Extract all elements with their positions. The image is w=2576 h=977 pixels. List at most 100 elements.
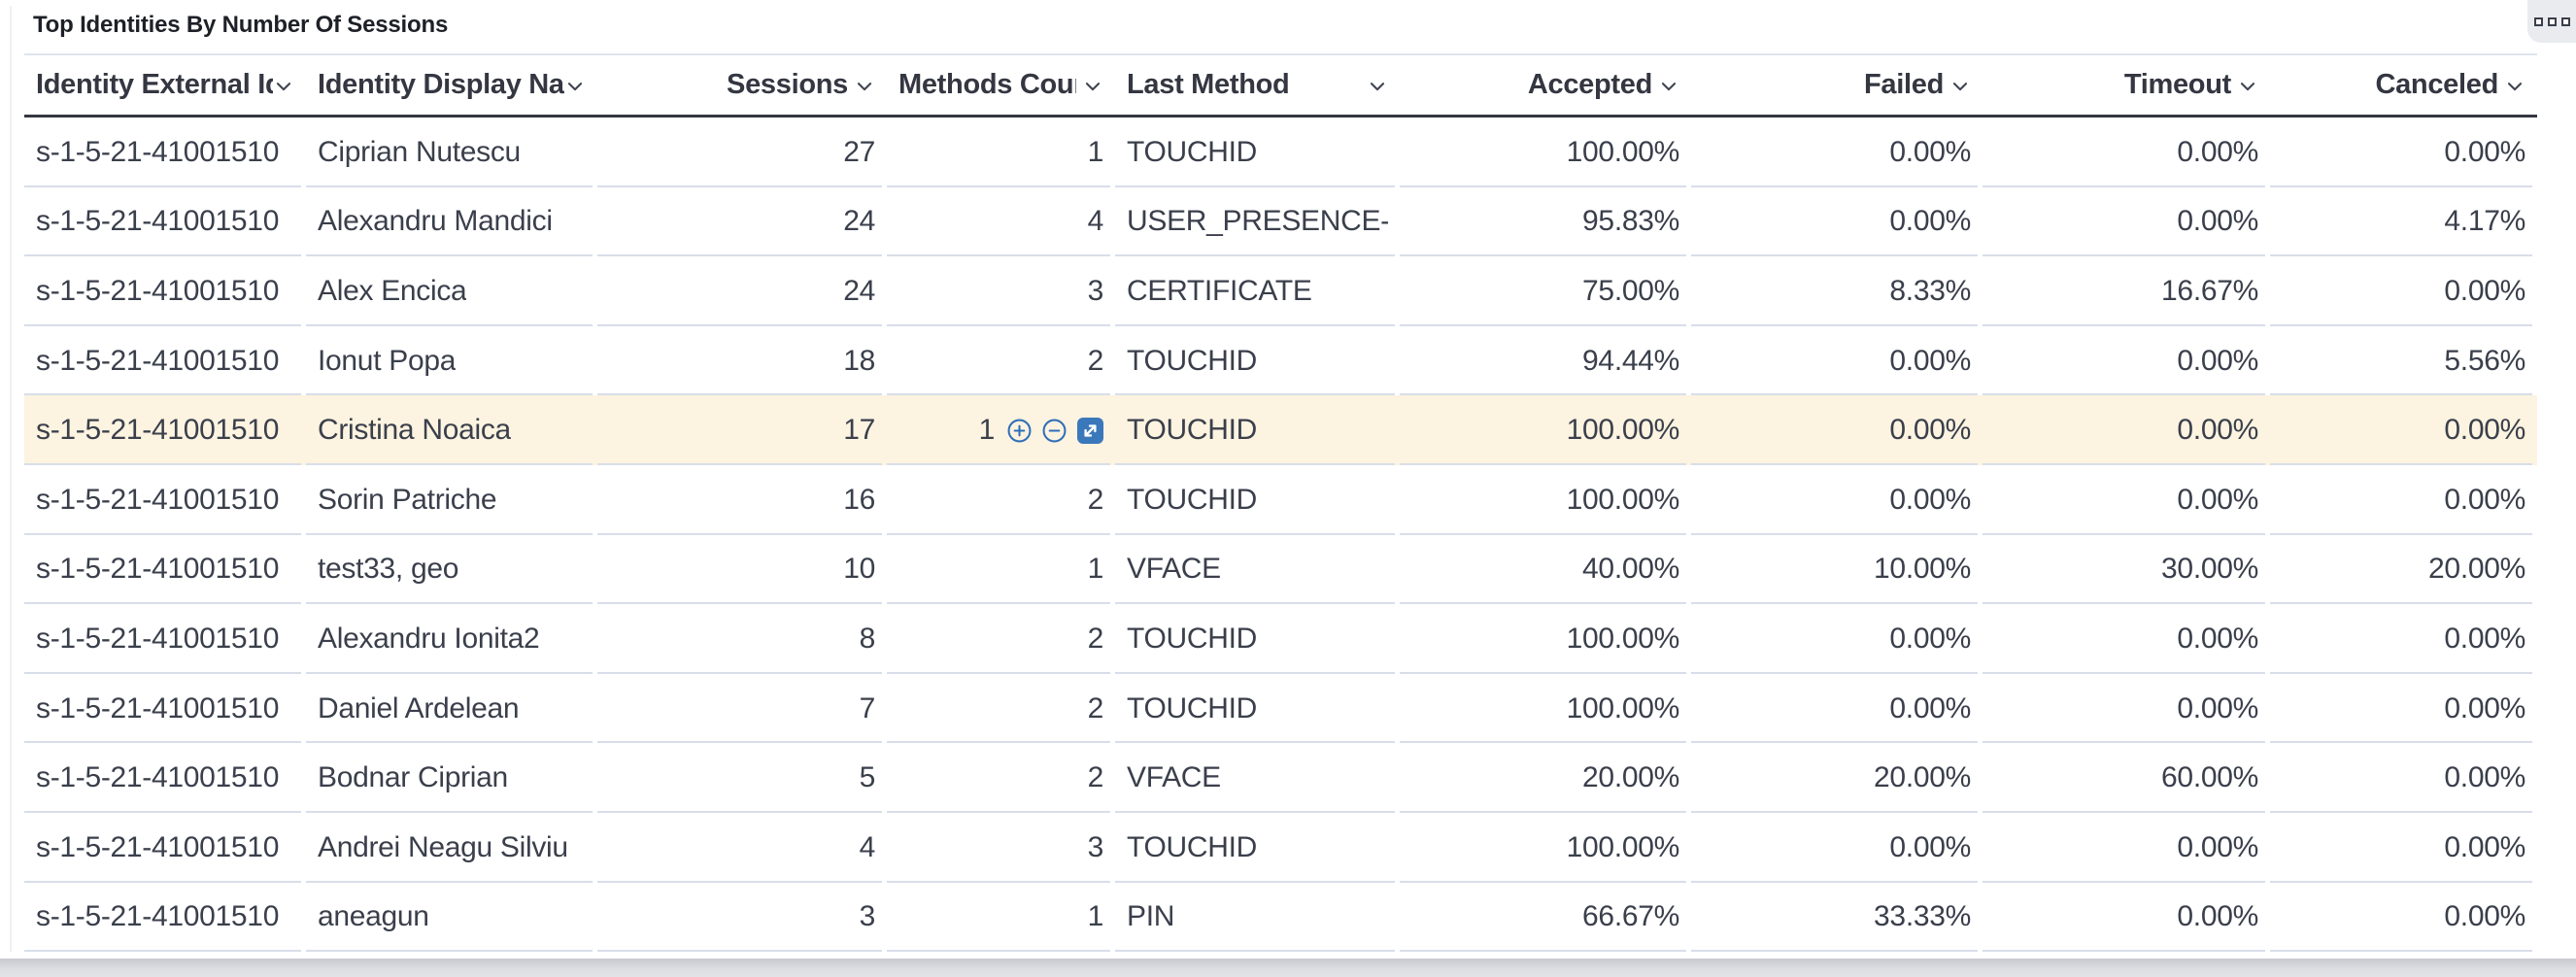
cell-accepted[interactable]: 40.00% bbox=[1400, 534, 1691, 605]
column-header-accepted[interactable]: Accepted bbox=[1400, 55, 1691, 115]
column-header-sessions[interactable]: Sessions bbox=[597, 55, 887, 115]
cell-sessions[interactable]: 4 bbox=[597, 812, 887, 883]
cell-accepted[interactable]: 100.00% bbox=[1400, 812, 1691, 883]
cell-timeout[interactable]: 0.00% bbox=[1983, 812, 2270, 883]
cell-sessions[interactable]: 27 bbox=[597, 118, 887, 187]
cell-timeout[interactable]: 0.00% bbox=[1983, 673, 2270, 744]
cell-last-method[interactable]: USER_PRESENCE-TOUCHID bbox=[1115, 186, 1400, 257]
cell-methods-count[interactable]: 1 bbox=[887, 882, 1115, 953]
cell-sessions[interactable]: 17 bbox=[597, 395, 887, 465]
cell-canceled[interactable]: 4.17% bbox=[2270, 186, 2537, 257]
cell-accepted[interactable]: 100.00% bbox=[1400, 673, 1691, 744]
cell-accepted[interactable]: 100.00% bbox=[1400, 604, 1691, 674]
cell-identity-display-name[interactable]: Alexandru Ionita2 bbox=[306, 604, 597, 674]
cell-failed[interactable]: 0.00% bbox=[1691, 604, 1983, 674]
cell-methods-count[interactable]: 2 bbox=[887, 464, 1115, 535]
cell-timeout[interactable]: 30.00% bbox=[1983, 534, 2270, 605]
cell-identity-display-name[interactable]: aneagun bbox=[306, 882, 597, 953]
cell-sessions[interactable]: 8 bbox=[597, 604, 887, 674]
cell-failed[interactable]: 0.00% bbox=[1691, 118, 1983, 187]
cell-identity-display-name[interactable]: Ionut Popa bbox=[306, 325, 597, 396]
cell-methods-count[interactable]: 1 bbox=[887, 534, 1115, 605]
cell-accepted[interactable]: 95.83% bbox=[1400, 186, 1691, 257]
cell-sessions[interactable]: 24 bbox=[597, 256, 887, 326]
cell-identity-external-id[interactable]: s-1-5-21-41001510 bbox=[24, 464, 306, 535]
cell-canceled[interactable]: 0.00% bbox=[2270, 743, 2537, 813]
cell-sessions[interactable]: 5 bbox=[597, 743, 887, 813]
cell-identity-display-name[interactable]: test33, geo bbox=[306, 534, 597, 605]
column-header-identity-external-id[interactable]: Identity External Id bbox=[24, 55, 306, 115]
expand-cell-icon[interactable] bbox=[1077, 417, 1103, 444]
cell-identity-display-name[interactable]: Alexandru Mandici bbox=[306, 186, 597, 257]
cell-timeout[interactable]: 0.00% bbox=[1983, 395, 2270, 465]
cell-methods-count[interactable]: 2 bbox=[887, 604, 1115, 674]
cell-canceled[interactable]: 0.00% bbox=[2270, 812, 2537, 883]
cell-identity-external-id[interactable]: s-1-5-21-41001510 bbox=[24, 534, 306, 605]
cell-canceled[interactable]: 0.00% bbox=[2270, 256, 2537, 326]
column-header-timeout[interactable]: Timeout bbox=[1983, 55, 2270, 115]
cell-methods-count[interactable]: 1 bbox=[887, 395, 1115, 465]
cell-methods-count[interactable]: 2 bbox=[887, 673, 1115, 744]
cell-accepted[interactable]: 75.00% bbox=[1400, 256, 1691, 326]
cell-identity-display-name[interactable]: Cristina Noaica bbox=[306, 395, 597, 465]
cell-canceled[interactable]: 0.00% bbox=[2270, 673, 2537, 744]
cell-methods-count[interactable]: 2 bbox=[887, 743, 1115, 813]
cell-identity-external-id[interactable]: s-1-5-21-41001510 bbox=[24, 118, 306, 187]
cell-last-method[interactable]: TOUCHID bbox=[1115, 812, 1400, 883]
cell-identity-display-name[interactable]: Andrei Neagu Silviu bbox=[306, 812, 597, 883]
cell-last-method[interactable]: TOUCHID bbox=[1115, 395, 1400, 465]
cell-sessions[interactable]: 3 bbox=[597, 882, 887, 953]
cell-sessions[interactable]: 7 bbox=[597, 673, 887, 744]
cell-failed[interactable]: 0.00% bbox=[1691, 325, 1983, 396]
cell-identity-display-name[interactable]: Ciprian Nutescu bbox=[306, 118, 597, 187]
column-header-canceled[interactable]: Canceled bbox=[2270, 55, 2537, 115]
cell-last-method[interactable]: TOUCHID bbox=[1115, 673, 1400, 744]
cell-failed[interactable]: 0.00% bbox=[1691, 812, 1983, 883]
cell-canceled[interactable]: 0.00% bbox=[2270, 464, 2537, 535]
cell-failed[interactable]: 20.00% bbox=[1691, 743, 1983, 813]
cell-failed[interactable]: 10.00% bbox=[1691, 534, 1983, 605]
cell-canceled[interactable]: 5.56% bbox=[2270, 325, 2537, 396]
cell-canceled[interactable]: 20.00% bbox=[2270, 534, 2537, 605]
cell-timeout[interactable]: 0.00% bbox=[1983, 604, 2270, 674]
cell-failed[interactable]: 33.33% bbox=[1691, 882, 1983, 953]
cell-timeout[interactable]: 60.00% bbox=[1983, 743, 2270, 813]
cell-accepted[interactable]: 100.00% bbox=[1400, 464, 1691, 535]
cell-methods-count[interactable]: 3 bbox=[887, 812, 1115, 883]
cell-identity-external-id[interactable]: s-1-5-21-41001510 bbox=[24, 186, 306, 257]
cell-sessions[interactable]: 24 bbox=[597, 186, 887, 257]
cell-identity-external-id[interactable]: s-1-5-21-41001510 bbox=[24, 743, 306, 813]
cell-failed[interactable]: 0.00% bbox=[1691, 464, 1983, 535]
cell-timeout[interactable]: 0.00% bbox=[1983, 186, 2270, 257]
cell-identity-external-id[interactable]: s-1-5-21-41001510 bbox=[24, 882, 306, 953]
cell-canceled[interactable]: 0.00% bbox=[2270, 118, 2537, 187]
column-header-identity-display-name[interactable]: Identity Display Name bbox=[306, 55, 597, 115]
cell-methods-count[interactable]: 3 bbox=[887, 256, 1115, 326]
cell-identity-external-id[interactable]: s-1-5-21-41001510 bbox=[24, 604, 306, 674]
cell-last-method[interactable]: TOUCHID bbox=[1115, 325, 1400, 396]
column-header-failed[interactable]: Failed bbox=[1691, 55, 1983, 115]
column-header-methods-count[interactable]: Methods Count bbox=[887, 55, 1115, 115]
cell-identity-display-name[interactable]: Alex Encica bbox=[306, 256, 597, 326]
cell-identity-external-id[interactable]: s-1-5-21-41001510 bbox=[24, 812, 306, 883]
cell-accepted[interactable]: 94.44% bbox=[1400, 325, 1691, 396]
cell-canceled[interactable]: 0.00% bbox=[2270, 882, 2537, 953]
cell-failed[interactable]: 0.00% bbox=[1691, 395, 1983, 465]
cell-identity-external-id[interactable]: s-1-5-21-41001510 bbox=[24, 325, 306, 396]
cell-identity-display-name[interactable]: Sorin Patriche bbox=[306, 464, 597, 535]
cell-sessions[interactable]: 18 bbox=[597, 325, 887, 396]
cell-failed[interactable]: 0.00% bbox=[1691, 673, 1983, 744]
cell-last-method[interactable]: TOUCHID bbox=[1115, 118, 1400, 187]
cell-last-method[interactable]: VFACE bbox=[1115, 743, 1400, 813]
cell-timeout[interactable]: 0.00% bbox=[1983, 882, 2270, 953]
cell-last-method[interactable]: CERTIFICATE bbox=[1115, 256, 1400, 326]
cell-timeout[interactable]: 0.00% bbox=[1983, 325, 2270, 396]
cell-failed[interactable]: 8.33% bbox=[1691, 256, 1983, 326]
cell-sessions[interactable]: 16 bbox=[597, 464, 887, 535]
column-header-last-method[interactable]: Last Method bbox=[1115, 55, 1400, 115]
cell-timeout[interactable]: 16.67% bbox=[1983, 256, 2270, 326]
cell-last-method[interactable]: TOUCHID bbox=[1115, 464, 1400, 535]
cell-timeout[interactable]: 0.00% bbox=[1983, 118, 2270, 187]
cell-failed[interactable]: 0.00% bbox=[1691, 186, 1983, 257]
cell-accepted[interactable]: 20.00% bbox=[1400, 743, 1691, 813]
